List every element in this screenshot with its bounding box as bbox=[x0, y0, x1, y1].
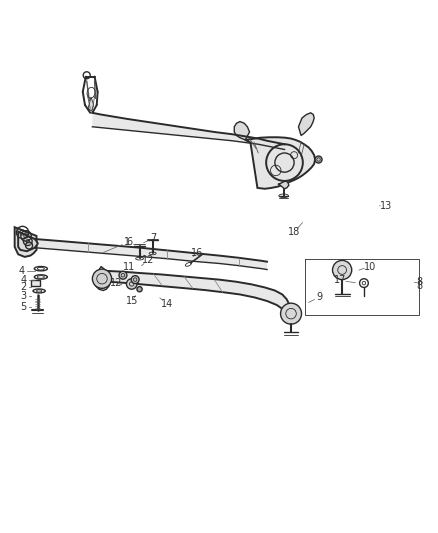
Text: 4: 4 bbox=[18, 266, 25, 276]
Text: 17: 17 bbox=[334, 276, 346, 286]
Polygon shape bbox=[35, 239, 267, 270]
Polygon shape bbox=[278, 181, 289, 189]
Circle shape bbox=[315, 156, 322, 163]
Text: 12: 12 bbox=[110, 278, 123, 288]
Circle shape bbox=[119, 271, 127, 279]
Polygon shape bbox=[88, 97, 94, 111]
Text: 2: 2 bbox=[20, 282, 27, 293]
Text: 9: 9 bbox=[316, 292, 322, 302]
Polygon shape bbox=[245, 138, 315, 189]
Text: 1: 1 bbox=[124, 238, 131, 247]
Text: 3: 3 bbox=[20, 291, 26, 301]
Polygon shape bbox=[298, 113, 314, 135]
Polygon shape bbox=[18, 231, 38, 251]
Text: 12: 12 bbox=[142, 255, 155, 265]
Text: 4: 4 bbox=[20, 274, 26, 285]
Text: 14: 14 bbox=[160, 298, 173, 309]
Text: 6: 6 bbox=[127, 238, 133, 247]
Text: 15: 15 bbox=[127, 296, 139, 305]
Polygon shape bbox=[106, 271, 290, 322]
Text: 7: 7 bbox=[150, 233, 157, 243]
Text: 13: 13 bbox=[380, 201, 392, 211]
Polygon shape bbox=[92, 113, 285, 149]
Polygon shape bbox=[95, 266, 110, 290]
Text: 10: 10 bbox=[364, 262, 376, 271]
Text: 8: 8 bbox=[417, 277, 423, 287]
Circle shape bbox=[137, 287, 142, 292]
Circle shape bbox=[332, 261, 352, 280]
FancyBboxPatch shape bbox=[31, 280, 40, 286]
Text: 16: 16 bbox=[191, 247, 203, 257]
Circle shape bbox=[281, 303, 301, 324]
Circle shape bbox=[127, 279, 137, 289]
Circle shape bbox=[131, 276, 139, 284]
Text: 18: 18 bbox=[288, 228, 300, 237]
Text: 11: 11 bbox=[124, 262, 136, 271]
Polygon shape bbox=[234, 122, 250, 140]
Polygon shape bbox=[14, 227, 36, 257]
Text: 8: 8 bbox=[417, 281, 423, 291]
Text: 5: 5 bbox=[20, 302, 27, 312]
Circle shape bbox=[92, 269, 112, 288]
